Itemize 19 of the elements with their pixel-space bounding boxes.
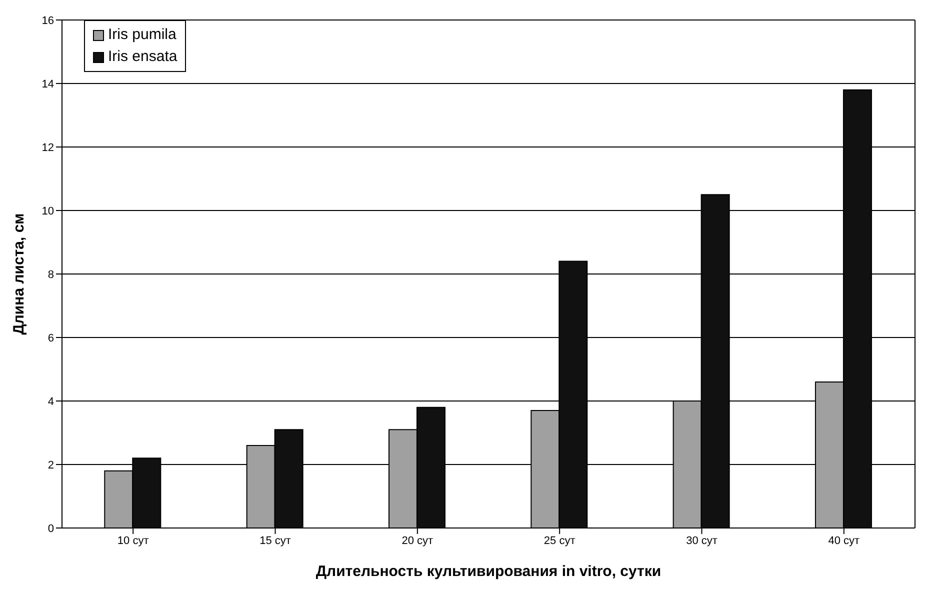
- y-tick-label: 14: [42, 78, 54, 90]
- x-tick-label: 25 сут: [544, 534, 576, 547]
- y-tick-label: 2: [48, 459, 54, 472]
- x-tick-label: 30 сут: [686, 534, 718, 547]
- y-tick-label: 0: [48, 522, 54, 535]
- x-tick-label: 20 сут: [402, 534, 434, 547]
- x-tick-label: 10 сут: [117, 534, 149, 547]
- y-tick-label: 12: [42, 142, 54, 154]
- y-axis-title: Длина листа, см: [10, 213, 28, 335]
- y-tick-label: 16: [42, 14, 54, 27]
- y-tick-label: 10: [42, 205, 54, 218]
- x-tick-label: 15 сут: [260, 534, 291, 547]
- y-tick-label: 6: [48, 332, 54, 344]
- legend-label: Iris ensata: [108, 47, 178, 67]
- x-axis-title: Длительность культивирования in vitro, сутки: [316, 563, 662, 580]
- y-tick-label: 4: [48, 396, 54, 408]
- legend-label: Iris pumila: [108, 25, 176, 45]
- y-tick-label: 8: [48, 268, 54, 281]
- x-tick-label: 40 сут: [828, 534, 860, 547]
